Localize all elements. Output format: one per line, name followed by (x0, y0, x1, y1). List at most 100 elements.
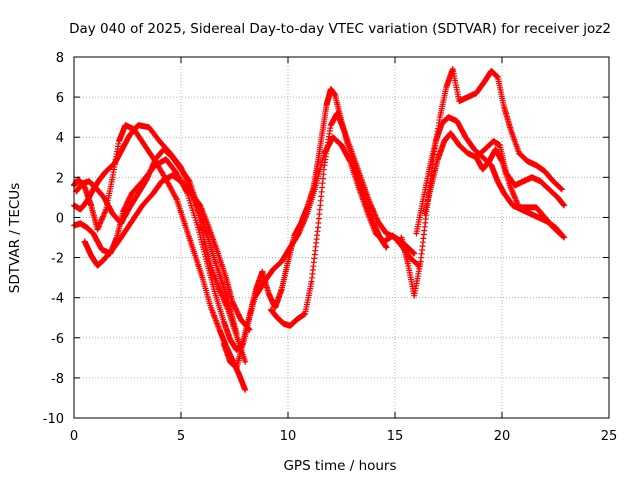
data-point (201, 276, 204, 279)
data-point (184, 224, 187, 227)
data-point (145, 178, 148, 181)
data-point (443, 140, 446, 143)
data-point (500, 160, 504, 163)
data-point (528, 212, 532, 215)
data-point (316, 160, 320, 163)
data-point (543, 216, 546, 219)
data-point (509, 128, 512, 131)
data-point (487, 160, 491, 163)
data-point (383, 240, 386, 243)
data-point (89, 254, 93, 257)
data-point (147, 125, 151, 129)
data-point (244, 360, 247, 364)
data-point (162, 148, 166, 151)
data-point (306, 212, 309, 215)
data-point (464, 136, 467, 139)
data-point (207, 226, 211, 229)
data-point (537, 216, 540, 219)
y-axis-label: SDTVAR / TECUs (7, 183, 23, 293)
data-point (535, 206, 538, 209)
data-point (406, 262, 410, 265)
data-point (229, 360, 232, 364)
data-point (547, 188, 551, 191)
data-point (79, 208, 82, 211)
data-point (263, 280, 266, 283)
data-point (128, 206, 131, 209)
data-point (102, 258, 106, 261)
data-point (445, 85, 448, 89)
data-point (368, 200, 371, 203)
data-point (254, 294, 258, 297)
x-tick-label: 5 (177, 429, 185, 444)
y-tick-label: 4 (56, 131, 64, 146)
data-point (492, 140, 495, 143)
data-point (472, 148, 476, 151)
x-tick-label: 15 (387, 429, 404, 444)
series-sat-e (81, 172, 253, 333)
series-sat-h (252, 134, 422, 299)
data-point (248, 314, 251, 317)
data-point (342, 128, 345, 131)
data-point (438, 115, 442, 119)
data-point (280, 288, 283, 291)
y-tick-label: -6 (51, 332, 64, 347)
data-point (104, 208, 108, 211)
data-point (413, 252, 416, 255)
data-point (329, 123, 332, 127)
data-point (496, 75, 499, 79)
data-point (560, 234, 564, 237)
data-point (143, 144, 146, 147)
data-point (100, 248, 104, 251)
axis-ticks: 0 5 10 15 20 25 -10 -8 -6 -4 -2 0 2 4 6 8 (43, 51, 618, 444)
x-tick-label: 20 (494, 429, 511, 444)
data-point (502, 192, 506, 195)
data-point (340, 144, 343, 147)
data-point (447, 115, 450, 119)
data-point (81, 182, 84, 185)
data-point (128, 134, 131, 137)
data-point (314, 184, 318, 187)
data-point (154, 158, 157, 161)
data-point (94, 186, 97, 189)
plot-frame (73, 56, 610, 419)
data-point (273, 306, 277, 309)
y-tick-label: -4 (51, 292, 64, 307)
y-tick-label: 2 (56, 171, 64, 186)
data-point (511, 204, 514, 207)
data-point (87, 180, 91, 183)
data-point (481, 156, 484, 159)
data-point (137, 123, 140, 127)
data-point (74, 190, 78, 193)
data-point (179, 180, 183, 183)
y-tick-label: -8 (51, 372, 64, 387)
y-tick-label: 0 (56, 211, 64, 226)
data-point (286, 260, 290, 263)
data-point (171, 156, 174, 159)
data-point (295, 318, 298, 321)
x-tick-label: 0 (70, 429, 78, 444)
data-point (490, 69, 493, 73)
data-point (119, 236, 123, 239)
data-point (517, 152, 521, 155)
data-point (359, 176, 362, 179)
data-point (475, 91, 478, 95)
data-point (111, 248, 114, 251)
data-point (119, 150, 123, 153)
x-axis-label: GPS time / hours (283, 458, 396, 474)
data-point (530, 176, 534, 179)
data-point (171, 174, 174, 177)
data-point (222, 286, 225, 289)
data-point (458, 99, 461, 103)
data-point (222, 342, 225, 345)
data-point (96, 264, 99, 267)
data-point (188, 190, 191, 193)
data-point (413, 294, 416, 297)
data-point (216, 250, 219, 253)
data-point (539, 180, 542, 183)
data-point (466, 152, 469, 155)
data-point (552, 180, 555, 183)
data-point (434, 140, 437, 143)
data-point (419, 260, 422, 263)
data-point (122, 210, 125, 213)
